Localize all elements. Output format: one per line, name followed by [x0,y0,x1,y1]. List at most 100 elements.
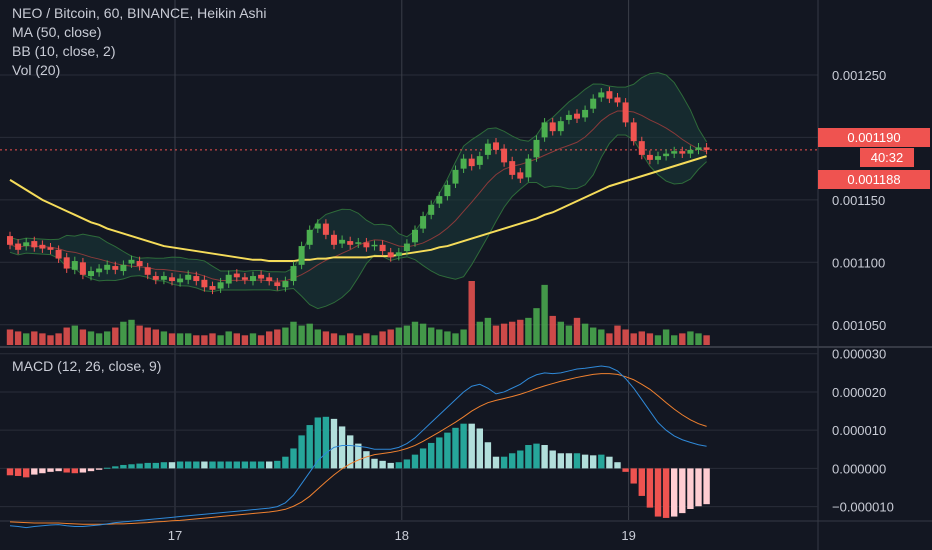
macd-legend-item[interactable]: MACD (12, 26, close, 9) [12,358,162,374]
candle-body [395,252,402,257]
macd-histogram-bar [590,455,597,469]
volume-bar [500,323,508,345]
volume-legend-item[interactable]: Vol (20) [12,62,61,78]
candle-body [217,282,224,289]
macd-histogram-bar [338,426,346,469]
macd-histogram-bar [298,435,305,469]
macd-histogram-bar [452,427,459,469]
volume-bar [185,333,192,345]
macd-histogram-bar [144,462,151,469]
macd-tick-label: 0.000000 [832,461,886,476]
candle-body [484,143,491,155]
volume-bar [282,327,289,345]
candle-body [306,229,313,245]
volume-bar [306,323,313,345]
macd-histogram-bar [55,468,62,472]
volume-bar [476,321,483,345]
bb-legend-item[interactable]: BB (10, close, 2) [12,43,116,59]
macd-histogram-bar [6,468,14,476]
candle-body [7,236,13,245]
macd-histogram-bar [209,461,216,469]
macd-tick-label: 0.000010 [832,423,886,438]
candle-body [444,184,451,197]
macd-histogram-bar [347,435,354,469]
candle-body [646,154,653,160]
macd-histogram-bar [703,468,710,505]
macd-histogram-bar [112,466,119,469]
macd-line [9,365,707,529]
volume-bar [695,333,702,345]
volume-bar [444,331,451,345]
macd-histogram-bar [622,468,629,472]
macd-histogram-bar [241,461,249,469]
volume-bar [290,321,297,345]
price-tick-label: 0.001050 [832,318,886,333]
volume-bar [638,331,645,345]
macd-histogram-bar [646,468,654,508]
bb-band-fill [10,72,707,309]
macd-legend: MACD (12, 26, close, 9) [12,357,161,376]
volume-bar [225,331,232,345]
macd-histogram-bar [428,442,435,469]
macd-histogram-bar [47,468,54,472]
chart-title[interactable]: NEO / Bitcoin, 60, BINANCE, Heikin Ashi [12,5,267,21]
candle-body [557,121,564,132]
candle-body [493,142,499,150]
candle-body [630,122,637,142]
volume-bar [23,333,30,345]
volume-bar [193,335,200,345]
candle-body [274,282,281,287]
volume-bar [47,335,54,345]
volume-bar [565,325,573,345]
macd-histogram-bar [39,468,46,474]
candle-body [31,241,38,248]
candle-body [193,276,200,282]
ma-legend-item[interactable]: MA (50, close) [12,24,102,40]
volume-bar [330,333,338,345]
macd-histogram-bar [484,442,492,469]
candle-body [250,276,256,282]
volume-bar [144,327,151,345]
volume-bar [314,329,321,345]
volume-bar [646,333,654,345]
candle-body [403,243,410,252]
candle-body [549,122,556,132]
macd-histogram-bar [201,461,208,469]
macd-tick-label: 0.000030 [832,347,886,362]
macd-histogram-bar [322,416,330,469]
candle-body [39,244,46,249]
volume-bar [136,325,143,345]
candle-body [582,109,589,118]
macd-histogram-bar [395,462,402,469]
candle-body [379,244,386,252]
candle-body [314,223,321,229]
candle-body [322,223,329,235]
candle-body [71,261,78,270]
bb-upper-line [9,72,708,273]
macd-histogram-bar [185,461,192,469]
macd-histogram-bar [330,418,338,469]
macd-histogram-bar [266,461,273,469]
macd-histogram-bar [104,467,111,469]
volume-bar [14,331,22,345]
volume-bar [598,329,605,345]
candle-body [128,259,135,264]
volume-bar [217,335,224,345]
candle-body [79,262,86,275]
volume-bar [687,331,694,345]
macd-histogram-bar [468,423,475,469]
macd-histogram-bar [549,450,556,469]
candlesticks [7,86,710,295]
volume-bar [31,331,38,345]
macd-panel: 0.000030 0.000020 0.000010 0.000000 −0.00001… [0,347,894,529]
volume-bar [541,284,548,345]
volume-bar [112,327,119,345]
macd-histogram-bar [371,458,378,469]
volume-bar [87,331,95,345]
volume-bar [452,333,459,345]
macd-histogram-bar [31,468,38,475]
volume-bar [104,331,111,345]
volume-bar [39,333,46,345]
volume-bar [79,329,87,345]
